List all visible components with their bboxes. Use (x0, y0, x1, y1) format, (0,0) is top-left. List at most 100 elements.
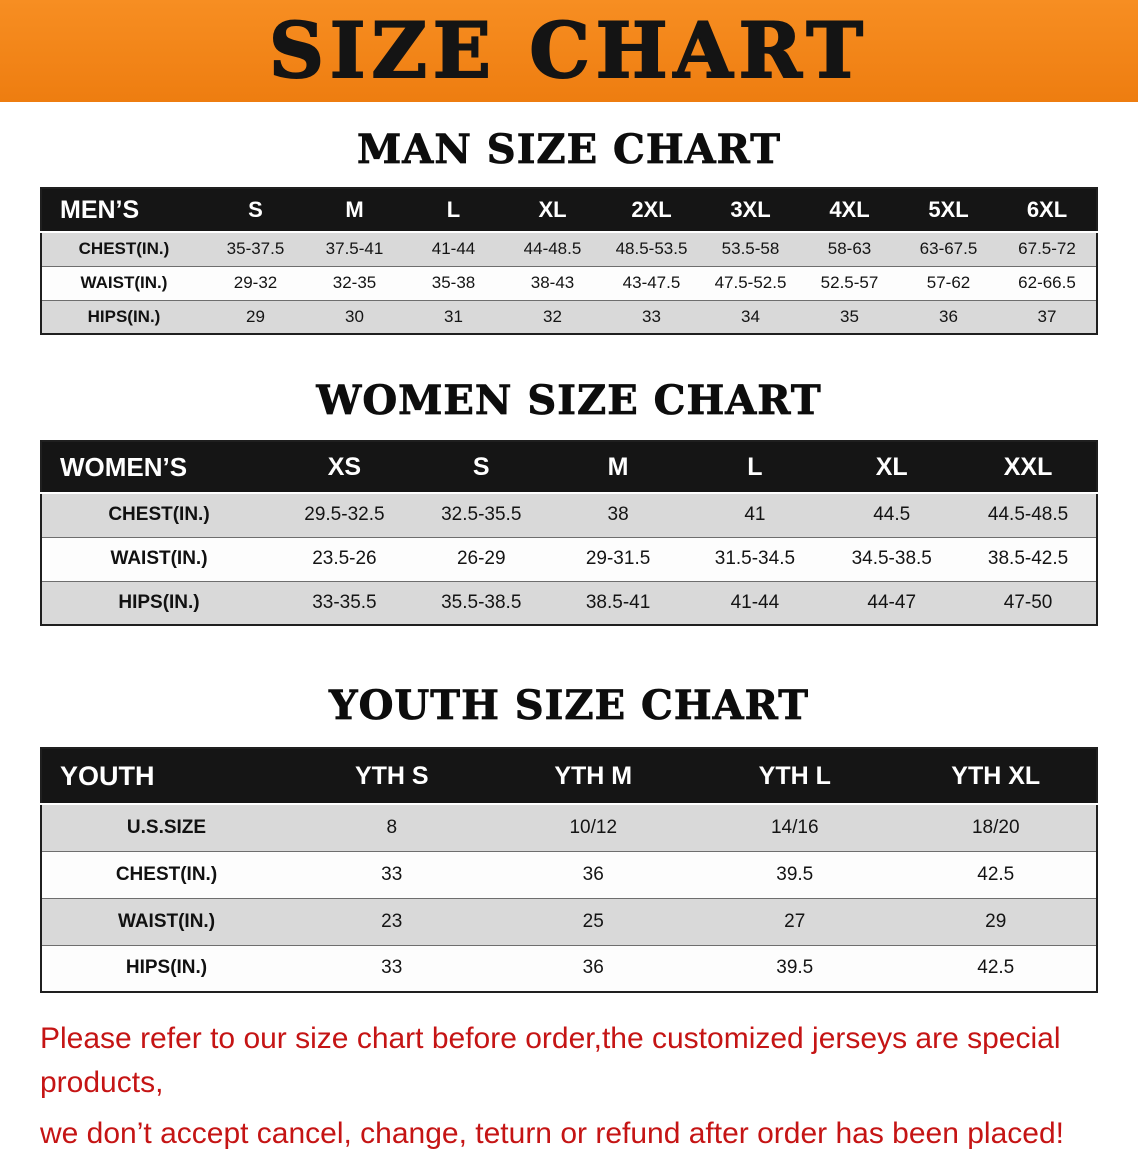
size-column-header: L (404, 188, 503, 233)
measurement-label: WAIST(IN.) (80, 273, 168, 292)
size-value-cell: 36 (582, 957, 604, 979)
size-value-cell: 10/12 (569, 816, 618, 838)
size-header-row: YOUTH YTH S YTH M YTH L YTH XL (41, 748, 1097, 805)
size-value-cell: 48.5-53.5 (615, 239, 688, 259)
size-value-cell: 31 (444, 306, 463, 326)
size-value-cell: 29 (985, 910, 1007, 932)
table-row: HIPS(IN.) 33 36 39.5 42.5 (41, 945, 1097, 992)
size-value-cell: 41 (744, 504, 766, 526)
size-value-cell: 23.5-26 (312, 548, 377, 569)
size-value-cell: 58-63 (827, 239, 872, 259)
size-value-cell: 63-67.5 (919, 239, 978, 259)
size-column-header: 4XL (800, 188, 899, 233)
size-value-cell: 42.5 (977, 863, 1015, 885)
size-column-header: S (412, 441, 550, 494)
size-value-cell: 47-50 (1003, 591, 1053, 613)
size-value-cell: 18/20 (971, 816, 1020, 838)
size-value-cell: 41-44 (431, 239, 476, 259)
size-value-cell: 26-29 (456, 548, 506, 569)
size-value-cell: 41-44 (730, 591, 780, 613)
table-row: CHEST(IN.) 35-37.5 37.5-41 41-44 44-48.5 48.5… (41, 232, 1097, 266)
size-column-header: YTH XL (895, 748, 1097, 805)
size-value-cell: 32.5-35.5 (441, 504, 522, 526)
size-value-cell: 29 (246, 306, 265, 326)
size-value-cell: 8 (386, 816, 398, 838)
size-value-cell: 44.5 (873, 504, 911, 526)
size-column-header: S (206, 188, 305, 233)
size-value-cell: 33 (381, 957, 403, 979)
size-value-cell: 31.5-34.5 (714, 548, 796, 569)
size-value-cell: 38-43 (530, 273, 575, 292)
size-value-cell: 29.5-32.5 (304, 504, 385, 526)
table-row: WAIST(IN.) 23.5-26 26-29 29-31.5 31.5-34.5 34… (41, 537, 1097, 581)
size-value-cell: 35-38 (431, 273, 476, 292)
size-column-header: YTH L (694, 748, 896, 805)
size-column-header: XS (276, 441, 413, 494)
size-value-cell: 39.5 (776, 957, 814, 979)
measurement-label: HIPS(IN.) (87, 306, 161, 326)
size-header-row: WOMEN’S XS S M L XL XXL (41, 441, 1097, 494)
size-value-cell: 57-62 (926, 273, 971, 292)
size-value-cell: 30 (345, 306, 364, 326)
size-column-header: YTH M (492, 748, 694, 805)
size-value-cell: 42.5 (977, 957, 1015, 979)
size-value-cell: 32-35 (332, 273, 377, 292)
size-column-header: 6XL (998, 188, 1097, 233)
size-column-header: L (686, 441, 824, 494)
men-section-heading: MAN SIZE CHART (357, 126, 781, 174)
measurement-label: HIPS(IN.) (125, 957, 208, 979)
size-value-cell: 38.5-42.5 (987, 548, 1069, 569)
table-row: CHEST(IN.) 29.5-32.5 32.5-35.5 38 41 44.5 44.5… (41, 493, 1097, 537)
table-row: U.S.SIZE 8 10/12 14/16 18/20 (41, 804, 1097, 851)
table-corner-label: WOMEN’S (41, 441, 276, 494)
size-value-cell: 52.5-57 (820, 273, 879, 292)
size-column-header: 3XL (701, 188, 800, 233)
size-value-cell: 14/16 (770, 816, 819, 838)
size-column-header: M (549, 441, 687, 494)
size-column-header: XL (823, 441, 961, 494)
table-row: CHEST(IN.) 33 36 39.5 42.5 (41, 851, 1097, 898)
notice-line-2: we don’t accept cancel, change, teturn o… (40, 1117, 1064, 1150)
size-value-cell: 67.5-72 (1018, 239, 1076, 259)
size-value-cell: 36 (582, 863, 604, 885)
size-column-header: XL (503, 188, 602, 233)
measurement-label: CHEST(IN.) (78, 239, 170, 259)
measurement-label: HIPS(IN.) (118, 591, 200, 613)
youth-size-section: YOUTH SIZE CHART YOUTH YTH S YTH M YTH L YTH… (0, 682, 1138, 993)
size-value-cell: 43-47.5 (622, 273, 681, 292)
size-value-cell: 35-37.5 (226, 239, 285, 259)
size-value-cell: 44.5-48.5 (987, 504, 1069, 526)
size-value-cell: 33 (642, 306, 661, 326)
size-value-cell: 35 (840, 306, 859, 326)
table-row: WAIST(IN.) 23 25 27 29 (41, 898, 1097, 945)
size-value-cell: 36 (939, 306, 958, 326)
size-value-cell: 25 (582, 910, 604, 932)
size-value-cell: 47.5-52.5 (714, 273, 787, 292)
table-row: WAIST(IN.) 29-32 32-35 35-38 38-43 43-47.5 47.… (41, 266, 1097, 300)
men-size-table: MEN’S S M L XL 2XL 3XL 4XL 5XL 6XL CHEST(IN.) 35-37… (40, 187, 1098, 335)
size-column-header: YTH S (291, 748, 493, 805)
size-value-cell: 33 (381, 863, 403, 885)
size-value-cell: 23 (381, 910, 403, 932)
size-value-cell: 33-35.5 (312, 591, 377, 613)
size-value-cell: 34.5-38.5 (851, 548, 932, 569)
measurement-label: CHEST(IN.) (115, 863, 218, 885)
youth-section-heading: YOUTH SIZE CHART (329, 682, 809, 730)
size-column-header: XXL (960, 441, 1097, 494)
size-value-cell: 38 (607, 504, 629, 526)
table-corner-label: YOUTH (41, 748, 291, 805)
size-value-cell: 27 (784, 910, 806, 932)
size-header-row: MEN’S S M L XL 2XL 3XL 4XL 5XL 6XL (41, 188, 1097, 233)
size-value-cell: 39.5 (776, 863, 814, 885)
size-value-cell: 62-66.5 (1018, 273, 1076, 292)
women-section-heading: WOMEN SIZE CHART (316, 377, 822, 425)
table-row: HIPS(IN.) 29 30 31 32 33 34 35 36 37 (41, 300, 1097, 334)
size-value-cell: 38.5-41 (585, 591, 651, 613)
size-value-cell: 32 (543, 306, 562, 326)
size-value-cell: 29-31.5 (585, 548, 651, 569)
size-value-cell: 37.5-41 (325, 239, 384, 259)
women-size-section: WOMEN SIZE CHART WOMEN’S XS S M L XL XXL CHEST(… (0, 377, 1138, 626)
table-corner-label: MEN’S (41, 188, 206, 233)
size-value-cell: 37 (1037, 306, 1057, 326)
